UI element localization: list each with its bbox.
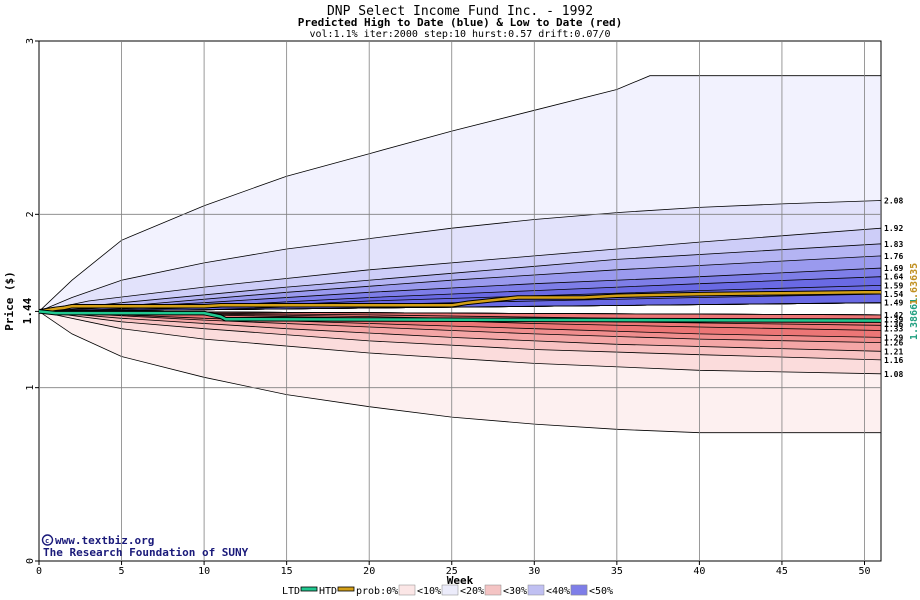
legend-swatch <box>398 584 416 596</box>
y-tick-label: 3 <box>25 38 36 44</box>
chart-params: vol:1.1% iter:2000 step:10 hurst:0.57 dr… <box>309 29 610 40</box>
x-axis-label: Week <box>447 574 474 587</box>
right-value-label: 1.08 <box>884 370 903 379</box>
current-low-label: 1.38661 <box>909 298 920 340</box>
legend-swatch <box>484 584 502 596</box>
y-axis-label: Price ($) <box>3 271 16 331</box>
legend: LTD HTD prob:0% <10% <20% <30% <40% <50% <box>282 584 613 597</box>
credit-org: The Research Foundation of SUNY <box>43 546 249 559</box>
right-value-label: 1.49 <box>884 299 903 308</box>
legend-label: <10% <box>417 586 441 597</box>
ltd-line <box>38 310 882 322</box>
right-value-label: 1.76 <box>884 252 903 261</box>
right-value-label: 2.08 <box>884 196 903 205</box>
right-value-label: 1.26 <box>884 339 903 348</box>
legend-swatch <box>441 584 459 596</box>
right-value-label: 1.83 <box>884 240 903 249</box>
legend-label: <50% <box>589 586 613 597</box>
right-value-label: 1.16 <box>884 356 903 365</box>
legend-label: <20% <box>460 586 484 597</box>
x-tick-label: 30 <box>528 566 540 577</box>
x-tick-label: 35 <box>611 566 623 577</box>
right-value-label: 1.21 <box>884 347 903 356</box>
y-tick-label: 1 <box>25 385 36 391</box>
chart-title: DNP Select Income Fund Inc. - 1992 <box>327 4 593 19</box>
copyright-glyph: c <box>45 537 49 545</box>
percentile-line-2 <box>38 302 882 312</box>
right-value-label: 1.64 <box>884 273 903 282</box>
band-layer <box>37 75 882 434</box>
chart-subtitle: Predicted High to Date (blue) & Low to D… <box>298 16 623 29</box>
legend-line-key <box>337 586 355 592</box>
grid-layer <box>39 41 881 561</box>
right-value-label: 1.59 <box>884 281 903 290</box>
right-label-layer: 2.08 1.92 1.83 1.76 1.691.641.591.541.49 1.42… <box>884 196 903 378</box>
x-tick-label: 45 <box>776 566 788 577</box>
x-tick-label: 10 <box>198 566 210 577</box>
copyright-icon <box>41 534 54 546</box>
right-value-label: 1.54 <box>884 290 903 299</box>
legend-label: LTD <box>282 586 300 597</box>
right-value-label: 1.33 <box>884 325 903 334</box>
tick-layer: 0 5 10 15 20 25 30 35 40 45 50 0 1 2 3 <box>25 38 871 577</box>
right-value-label: 1.92 <box>884 224 903 233</box>
legend-label: <40% <box>546 586 570 597</box>
legend-label: prob:0% <box>356 586 398 597</box>
credit: c www.textbiz.org The Research Foundatio… <box>41 534 249 559</box>
right-value-label: 1.42 <box>884 311 903 320</box>
current-high-label: 1.63635 <box>909 263 920 305</box>
x-tick-label: 5 <box>119 566 125 577</box>
x-tick-label: 15 <box>281 566 293 577</box>
right-value-label: 1.39 <box>884 316 903 325</box>
legend-line-key <box>300 586 318 592</box>
legend-label: <30% <box>503 586 527 597</box>
legend-swatch <box>527 584 545 596</box>
legend-label: HTD <box>319 586 337 597</box>
legend-swatch-final <box>570 584 588 596</box>
right-value-label: 1.29 <box>884 333 903 342</box>
x-tick-label: 0 <box>36 566 42 577</box>
x-tick-label: 20 <box>363 566 375 577</box>
x-tick-label: 40 <box>693 566 705 577</box>
credit-site: www.textbiz.org <box>55 534 154 547</box>
series-layer <box>38 290 882 323</box>
y-tick-label: 2 <box>25 211 36 217</box>
x-tick-label: 25 <box>446 566 458 577</box>
htd-line <box>38 291 881 313</box>
right-value-label: 1.36 <box>884 320 903 329</box>
x-tick-label: 50 <box>858 566 870 577</box>
right-value-label: 1.69 <box>884 264 903 273</box>
percentile-line-0 <box>38 285 882 312</box>
start-value-label: 1.44 <box>21 297 34 324</box>
y-tick-label: 0 <box>25 558 36 564</box>
